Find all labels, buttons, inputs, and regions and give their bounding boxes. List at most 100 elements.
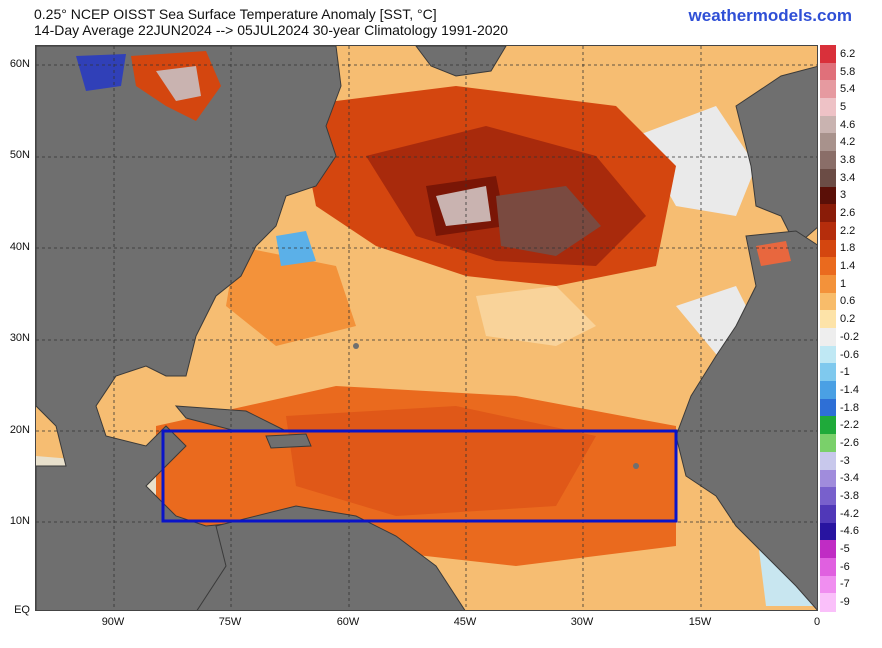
hispaniola bbox=[265, 433, 312, 449]
lat-label-20n: 20N bbox=[9, 424, 30, 436]
lat-label-10n: 10N bbox=[9, 515, 30, 527]
bermuda bbox=[353, 343, 359, 349]
colorbar-swatch bbox=[820, 540, 836, 559]
colorbar-swatch bbox=[820, 381, 836, 400]
colorbar-label: 3.8 bbox=[840, 153, 856, 166]
colorbar-label: -0.6 bbox=[840, 348, 859, 361]
colorbar-swatch bbox=[820, 593, 836, 612]
lat-label-eq: EQ bbox=[14, 604, 30, 616]
brand-logo-text[interactable]: weathermodels.com bbox=[688, 6, 852, 25]
map-subtitle: 14-Day Average 22JUN2024 --> 05JUL2024 3… bbox=[34, 22, 509, 38]
colorbar-swatch bbox=[820, 98, 836, 117]
colorbar-label: 4.2 bbox=[840, 136, 856, 149]
colorbar-label: 2.2 bbox=[840, 224, 856, 237]
map-canvas bbox=[36, 46, 817, 610]
colorbar-swatch bbox=[820, 45, 836, 64]
colorbar-swatch bbox=[820, 80, 836, 99]
lon-label-75w: 75W bbox=[218, 616, 242, 628]
colorbar-label: 1.8 bbox=[840, 242, 856, 255]
colorbar-swatch bbox=[820, 398, 836, 417]
colorbar-swatch bbox=[820, 434, 836, 453]
colorbar-swatch bbox=[820, 451, 836, 470]
map-title: 0.25° NCEP OISST Sea Surface Temperature… bbox=[34, 6, 437, 22]
colorbar-swatch bbox=[820, 257, 836, 276]
colorbar-label: -5 bbox=[840, 543, 850, 556]
colorbar-swatch bbox=[820, 204, 836, 223]
colorbar-swatch bbox=[820, 62, 836, 81]
cape-verde bbox=[633, 463, 639, 469]
colorbar-swatch bbox=[820, 186, 836, 205]
colorbar-swatch bbox=[820, 115, 836, 134]
colorbar-swatch bbox=[820, 168, 836, 187]
colorbar-swatch bbox=[820, 575, 836, 594]
colorbar-swatch bbox=[820, 487, 836, 506]
colorbar-label: 1 bbox=[840, 277, 847, 290]
colorbar-label: -1.4 bbox=[840, 383, 859, 396]
lon-label-60w: 60W bbox=[336, 616, 360, 628]
colorbar-label: -3.4 bbox=[840, 472, 859, 485]
main-development-region-box bbox=[161, 429, 678, 523]
cold-bay bbox=[76, 54, 126, 91]
colorbar-label: -1.8 bbox=[840, 401, 859, 414]
colorbar-label: -9 bbox=[840, 596, 850, 609]
hudson-bay-core bbox=[156, 66, 201, 101]
light-patch bbox=[476, 286, 596, 346]
lon-label-0: 0 bbox=[813, 616, 821, 628]
lat-label-30n: 30N bbox=[9, 332, 30, 344]
colorbar-label: 0.2 bbox=[840, 313, 856, 326]
colorbar-swatch bbox=[820, 310, 836, 329]
lat-label-60n: 60N bbox=[9, 58, 30, 70]
colorbar-swatch bbox=[820, 274, 836, 294]
colorbar-swatch bbox=[820, 469, 836, 488]
colorbar-label: -2.6 bbox=[840, 436, 859, 449]
colorbar-label: 5.4 bbox=[840, 83, 856, 96]
hot-core-3 bbox=[436, 186, 491, 226]
lat-label-40n: 40N bbox=[9, 241, 30, 253]
colorbar-swatch bbox=[820, 416, 836, 435]
colorbar-label: 3.4 bbox=[840, 171, 856, 184]
colorbar-swatch bbox=[820, 151, 836, 170]
colorbar-swatch bbox=[820, 345, 836, 364]
greenland-land bbox=[415, 46, 507, 77]
colorbar-label: 5 bbox=[840, 100, 847, 113]
colorbar-swatch bbox=[820, 328, 836, 347]
colorbar-label: 4.6 bbox=[840, 118, 856, 131]
lon-label-45w: 45W bbox=[453, 616, 477, 628]
south-america-land bbox=[196, 505, 466, 610]
sst-anomaly-map bbox=[35, 45, 818, 611]
colorbar-label: -7 bbox=[840, 578, 850, 591]
colorbar-swatch bbox=[820, 221, 836, 241]
colorbar-label: 5.8 bbox=[840, 65, 856, 78]
colorbar-label: -0.2 bbox=[840, 330, 859, 343]
colorbar-swatch bbox=[820, 292, 836, 311]
colorbar-label: -3.8 bbox=[840, 490, 859, 503]
warm-gulf-stream bbox=[226, 246, 356, 346]
colorbar bbox=[820, 45, 836, 612]
colorbar-label: 2.6 bbox=[840, 207, 856, 220]
lat-label-50n: 50N bbox=[9, 149, 30, 161]
north-america-land bbox=[36, 46, 342, 610]
colorbar-label: -6 bbox=[840, 560, 850, 573]
lon-label-15w: 15W bbox=[688, 616, 712, 628]
africa-land bbox=[675, 230, 817, 610]
cool-eddy bbox=[276, 231, 316, 266]
colorbar-label: -4.2 bbox=[840, 507, 859, 520]
colorbar-swatch bbox=[820, 522, 836, 541]
hot-band-mdr bbox=[286, 406, 596, 516]
colorbar-swatch bbox=[820, 239, 836, 258]
mediterranean-patch bbox=[756, 241, 791, 266]
colorbar-label: -2.2 bbox=[840, 419, 859, 432]
colorbar-swatch bbox=[820, 133, 836, 152]
colorbar-label: -3 bbox=[840, 454, 850, 467]
colorbar-label: -1 bbox=[840, 366, 850, 379]
colorbar-label: 1.4 bbox=[840, 260, 856, 273]
colorbar-label: 3 bbox=[840, 189, 847, 202]
hot-core-2 bbox=[496, 186, 601, 256]
lon-label-90w: 90W bbox=[101, 616, 125, 628]
colorbar-swatch bbox=[820, 504, 836, 524]
colorbar-swatch bbox=[820, 557, 836, 577]
colorbar-label: 6.2 bbox=[840, 47, 856, 60]
lon-label-30w: 30W bbox=[570, 616, 594, 628]
colorbar-label: 0.6 bbox=[840, 295, 856, 308]
colorbar-label: -4.6 bbox=[840, 525, 859, 538]
